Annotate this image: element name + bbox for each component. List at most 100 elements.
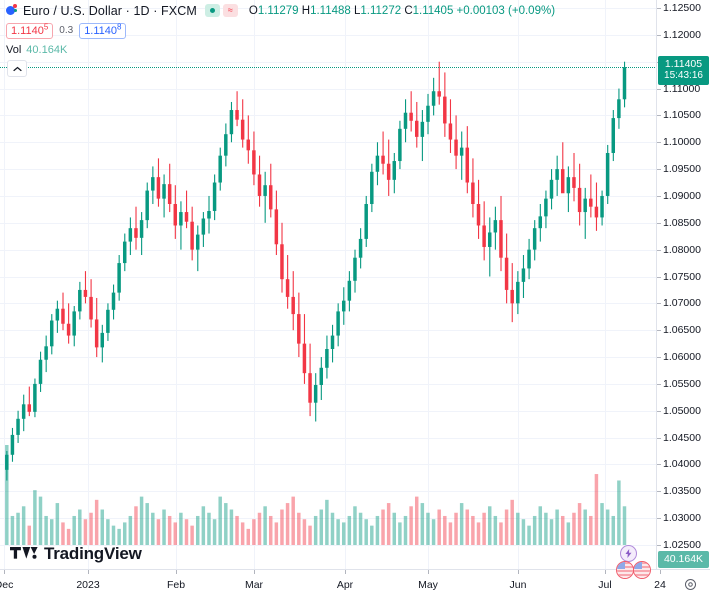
volume-bar (195, 515, 200, 545)
grid-line-vertical (605, 0, 606, 570)
time-tick-mark (176, 570, 177, 574)
bid-price-button[interactable]: 1.11405 (6, 22, 54, 39)
volume-bar (482, 512, 486, 545)
candle-body (212, 182, 217, 211)
candle-body (437, 91, 441, 97)
volume-bar (426, 512, 430, 545)
symbol-title[interactable]: Euro / U.S. Dollar · 1D · FXCM (23, 3, 197, 18)
candle-body (454, 139, 458, 156)
price-tick-label: 1.05000 (663, 405, 701, 417)
lightning-bolt-icon[interactable] (620, 545, 637, 562)
grid-line-vertical (88, 0, 89, 570)
price-tick-label: 1.09000 (663, 190, 701, 202)
volume-bar (403, 515, 408, 545)
time-axis[interactable]: Dec 2023 Feb Mar Apr May Jun Jul 24 (0, 569, 710, 600)
volume-bar (16, 512, 20, 545)
volume-bar (218, 496, 222, 545)
volume-bar (151, 512, 155, 545)
grid-line-horizontal (0, 142, 657, 143)
grid-line-horizontal (0, 223, 657, 224)
candle-body (291, 296, 295, 315)
volume-bar (66, 528, 71, 545)
volume-bar (583, 509, 587, 545)
candle-body (364, 204, 368, 239)
volume-bar (319, 509, 324, 545)
candle-body (431, 91, 436, 106)
series-visibility-toggle[interactable] (204, 4, 220, 17)
volume-bar (516, 512, 520, 545)
volume-bar (285, 503, 290, 545)
candle-wick (264, 171, 266, 223)
current-price-badge-price: 1.11405 (664, 58, 703, 70)
chart-plot-area[interactable] (0, 0, 657, 570)
low-value: 1.11272 (360, 4, 402, 17)
legend-toggles: ≈ (204, 4, 238, 17)
price-axis[interactable]: 1.125001.120001.115001.110001.105001.100… (656, 0, 710, 570)
price-tick-label: 1.04000 (663, 458, 701, 470)
candle-body (49, 320, 54, 347)
candle-body (605, 152, 610, 196)
spread-value: 0.3 (59, 25, 74, 36)
candle-body (583, 198, 587, 213)
volume-bar (10, 515, 15, 545)
candle-body (471, 182, 475, 205)
current-price-badge[interactable]: 1.11405 15:43:16 (658, 56, 709, 85)
candle-body (302, 343, 307, 374)
volume-bar (431, 519, 436, 545)
candle-body (504, 257, 509, 290)
price-tick-mark (657, 357, 661, 358)
grid-line-horizontal (0, 62, 657, 63)
volume-bar (448, 522, 453, 545)
current-price-badge-time: 15:43:16 (664, 70, 703, 81)
candle-body (336, 311, 340, 336)
grid-line-horizontal (0, 491, 657, 492)
volume-bar (291, 496, 295, 545)
time-tick-label: Jul (598, 579, 612, 591)
grid-line-horizontal (0, 438, 657, 439)
price-tick-mark (657, 384, 661, 385)
price-tick-label: 1.10000 (663, 136, 701, 148)
candle-body (386, 163, 391, 180)
us-flag-event-icon[interactable] (616, 561, 634, 579)
volume-bar (139, 496, 144, 545)
volume-bar (471, 515, 475, 545)
grid-line-vertical (345, 0, 346, 570)
open-label: O (248, 4, 258, 17)
volume-bar (313, 515, 318, 545)
chevron-up-icon[interactable] (7, 60, 27, 77)
volume-bar (454, 512, 458, 545)
us-flag-event-icon[interactable] (633, 561, 651, 579)
candle-body (285, 279, 290, 297)
volume-bar (78, 509, 82, 545)
candle-body (128, 228, 133, 242)
time-tick-label: 2023 (76, 579, 100, 591)
candle-body (341, 300, 346, 312)
grid-line-vertical (4, 0, 5, 570)
price-tick-mark (657, 169, 661, 170)
spread-toggle[interactable]: ≈ (222, 4, 238, 17)
candle-body (572, 177, 576, 188)
candle-body (195, 234, 200, 250)
volume-bar (330, 512, 335, 545)
volume-bar (21, 506, 26, 545)
volume-bar (605, 509, 610, 545)
volume-bar (437, 509, 441, 545)
grid-line-vertical (254, 0, 255, 570)
price-tick-mark (657, 411, 661, 412)
volume-bar (235, 515, 239, 545)
volume-bar (33, 490, 37, 545)
volume-badge[interactable]: 40.164K (658, 551, 709, 568)
candle-body (27, 404, 32, 412)
volume-bar (263, 506, 267, 545)
candle-body (358, 238, 363, 258)
candle-body (319, 367, 324, 385)
gear-icon[interactable] (684, 578, 697, 591)
price-tick-mark (657, 223, 661, 224)
ask-price-button[interactable]: 1.11408 (79, 22, 127, 39)
volume-bar (566, 522, 571, 545)
candle-body (622, 67, 627, 100)
time-tick-mark (254, 570, 255, 574)
price-tick-label: 1.12500 (663, 2, 701, 14)
volume-bar (572, 512, 576, 545)
candle-body (94, 319, 99, 348)
